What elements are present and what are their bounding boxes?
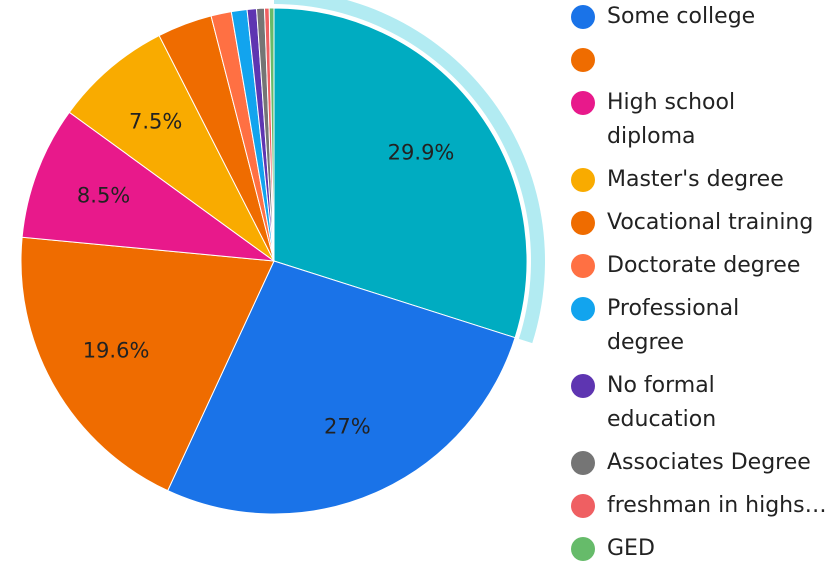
legend-swatch xyxy=(571,494,595,518)
legend-item[interactable]: freshman in highs… xyxy=(570,489,839,523)
slice xyxy=(21,111,276,262)
legend-label: Master's degree xyxy=(607,167,784,192)
legend-item[interactable]: No formal education xyxy=(570,369,839,437)
legend-swatch xyxy=(571,168,595,192)
slice xyxy=(68,34,275,262)
legend-item[interactable]: High school diploma xyxy=(570,86,839,154)
legend-item[interactable]: Associates Degree xyxy=(570,446,839,480)
legend-item[interactable]: GED xyxy=(570,532,839,566)
legend-swatch xyxy=(571,374,595,398)
slice xyxy=(273,7,528,339)
legend-label: High school diploma xyxy=(607,90,736,149)
slice-label: 19.6% xyxy=(83,339,150,363)
legend-item[interactable]: Vocational training xyxy=(570,206,839,240)
legend-swatch xyxy=(571,537,595,561)
legend-label: GED xyxy=(607,536,655,561)
legend-item[interactable]: Professional degree xyxy=(570,292,839,360)
legend-item[interactable]: Doctorate degree xyxy=(570,249,839,283)
legend-label: Some college xyxy=(607,4,756,29)
legend-item[interactable]: Master's degree xyxy=(570,163,839,197)
legend-item[interactable] xyxy=(570,43,839,77)
slice xyxy=(268,7,275,262)
slice-label: 8.5% xyxy=(77,184,130,208)
slice-highlight xyxy=(274,0,545,344)
legend-label: Professional degree xyxy=(607,296,740,355)
legend-label: freshman in highs… xyxy=(607,493,827,518)
slice-label: 27% xyxy=(324,415,371,439)
legend-swatch xyxy=(571,451,595,475)
slice-label: 29.9% xyxy=(388,140,455,164)
legend-swatch xyxy=(571,211,595,235)
legend-swatch xyxy=(571,48,595,72)
slice xyxy=(20,236,275,492)
legend-label: No formal education xyxy=(607,373,717,432)
slice xyxy=(167,260,516,515)
legend-item[interactable]: Some college xyxy=(570,0,839,34)
legend-label: Associates Degree xyxy=(607,450,811,475)
legend-label: Doctorate degree xyxy=(607,253,801,278)
slice-label: 7.5% xyxy=(129,109,182,133)
legend-swatch xyxy=(571,91,595,115)
pie: 29.9% 27% 19.6% 8.5% 7.5% xyxy=(20,0,545,515)
legend-swatch xyxy=(571,254,595,278)
legend-label: Vocational training xyxy=(607,210,814,235)
legend: Some college High school diploma Master's … xyxy=(570,0,839,566)
legend-swatch xyxy=(571,297,595,321)
legend-swatch xyxy=(571,5,595,29)
